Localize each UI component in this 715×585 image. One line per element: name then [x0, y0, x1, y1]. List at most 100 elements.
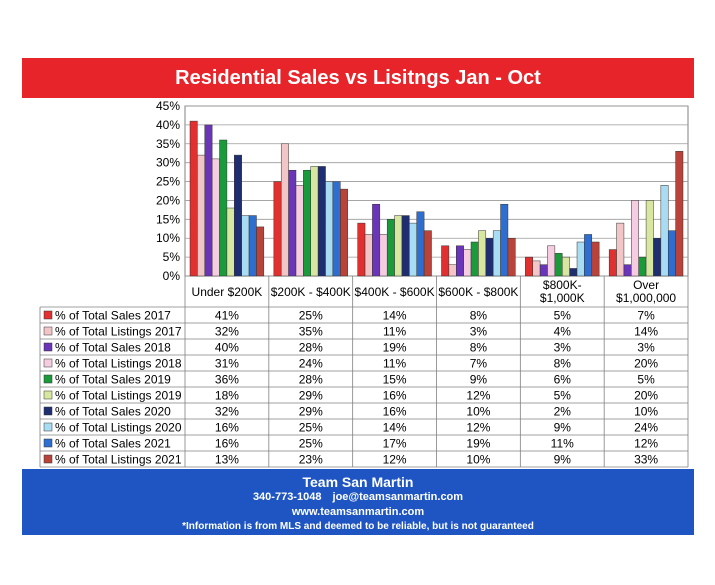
data-label: 9% [554, 453, 572, 467]
data-label: 4% [554, 325, 572, 339]
bar [256, 226, 265, 277]
bar [295, 185, 304, 277]
y-tick-label: 45% [156, 99, 180, 113]
data-label: 7% [470, 357, 488, 371]
data-label: 10% [466, 453, 490, 467]
bar [478, 230, 487, 277]
bar [204, 124, 213, 277]
bar [554, 253, 563, 277]
phone-number: 340-773-1048 [252, 491, 322, 503]
data-label: 11% [383, 357, 406, 371]
data-label: 8% [470, 341, 488, 355]
data-label: 13% [215, 453, 239, 467]
bar [303, 169, 312, 277]
email-address[interactable]: joe@teamsanmartin.com [332, 491, 464, 503]
data-label: 9% [554, 421, 572, 435]
x-tick-label: $200K - $400K [271, 285, 351, 299]
data-label: 25% [299, 437, 323, 451]
y-tick-label: 40% [156, 118, 180, 132]
data-label: 41% [215, 309, 239, 323]
data-label: 28% [299, 341, 323, 355]
bar [485, 237, 494, 277]
data-label: 14% [634, 325, 658, 339]
bar [197, 154, 206, 277]
data-label: 15% [383, 373, 407, 387]
bar [379, 234, 388, 277]
bar [500, 203, 509, 277]
bar [547, 245, 556, 277]
bar [317, 166, 326, 277]
bar [631, 200, 639, 277]
bar [638, 256, 647, 277]
legend-swatch [43, 310, 53, 320]
bar [288, 169, 297, 277]
data-label: 16% [215, 421, 239, 435]
plot-area [184, 105, 689, 277]
chart-title: Residential Sales vs Lisitngs Jan - Oct [22, 58, 694, 98]
bar [226, 207, 235, 277]
data-label: 32% [215, 325, 239, 339]
bar [332, 181, 341, 277]
bar [507, 237, 516, 277]
website-link[interactable]: www.teamsanmartin.com [291, 506, 425, 518]
x-tick-label: $1,000,000 [616, 291, 676, 305]
legend-label: % of Total Sales 2018 [55, 341, 171, 355]
data-label: 40% [215, 341, 239, 355]
bar [456, 245, 464, 277]
data-label: 31% [215, 357, 239, 371]
bar [416, 211, 425, 277]
data-label: 3% [554, 341, 572, 355]
bar [310, 166, 319, 277]
legend-swatch [43, 358, 53, 368]
x-tick-label: Over [633, 278, 659, 292]
legend-swatch [43, 422, 53, 432]
data-label: 8% [554, 357, 572, 371]
data-label: 36% [215, 373, 239, 387]
data-label: 5% [554, 389, 572, 403]
legend-label: % of Total Listings 2017 [55, 325, 182, 339]
legend-swatch [43, 438, 53, 448]
data-label: 12% [634, 437, 658, 451]
data-label: 3% [637, 341, 655, 355]
bar [340, 188, 348, 277]
bar [401, 215, 410, 277]
bar [463, 249, 472, 277]
data-label: 29% [299, 405, 323, 419]
data-label: 16% [383, 389, 407, 403]
bar [532, 260, 541, 277]
legend-swatch [43, 406, 53, 416]
bar [660, 185, 669, 277]
data-label: 18% [215, 389, 239, 403]
bar [667, 230, 676, 277]
bar [234, 154, 242, 277]
data-label: 10% [466, 405, 490, 419]
data-label: 25% [299, 421, 323, 435]
y-tick-label: 35% [156, 137, 180, 151]
data-label: 19% [383, 341, 407, 355]
bar [492, 230, 501, 277]
data-label: 6% [554, 373, 572, 387]
legend-swatch [43, 326, 53, 336]
bar [539, 264, 548, 277]
bar [616, 222, 625, 277]
data-label: 24% [299, 357, 323, 371]
bar [591, 241, 600, 277]
bar [653, 237, 662, 277]
data-label: 33% [634, 453, 658, 467]
data-label: 19% [466, 437, 490, 451]
bar [372, 203, 381, 277]
bar [364, 234, 373, 277]
bar [189, 120, 198, 277]
legend-swatch [43, 390, 53, 400]
bar [623, 264, 632, 277]
data-label: 12% [466, 389, 490, 403]
bar [280, 143, 289, 277]
data-label: 20% [634, 357, 658, 371]
x-tick-label: Under $200K [192, 285, 263, 299]
chart-area: 0% 5% 10% 15% 20% 25% 30% 35% 40% 45% Under $200K $… [39, 99, 689, 468]
y-tick-label: 20% [156, 193, 180, 207]
y-tick-label: 30% [156, 156, 180, 170]
legend-label: % of Total Sales 2020 [55, 405, 171, 419]
bar [645, 200, 654, 277]
data-label: 8% [470, 309, 488, 323]
